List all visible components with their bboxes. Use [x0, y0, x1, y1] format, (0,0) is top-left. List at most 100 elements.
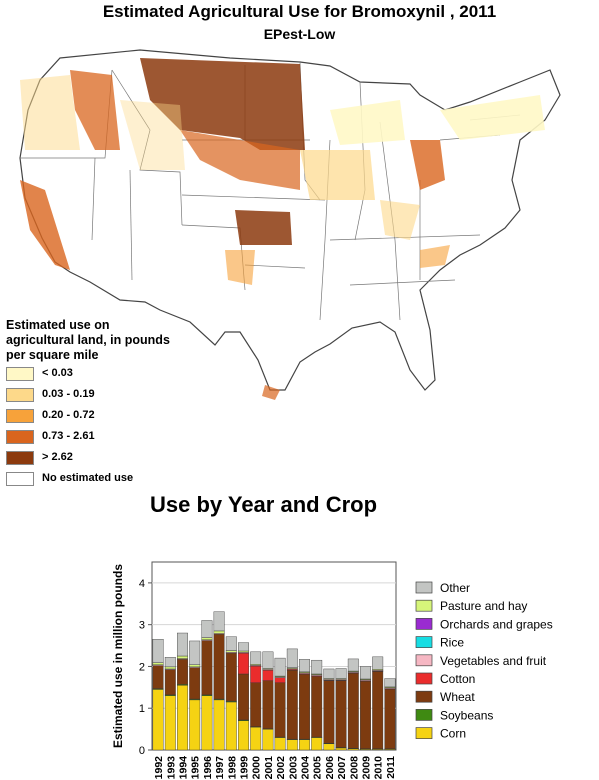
- bar-segment: [189, 667, 201, 700]
- bar-segment: [238, 652, 249, 675]
- bar-segment: [152, 665, 164, 689]
- x-tick-label: 1997: [214, 756, 226, 780]
- bar-segment: [164, 695, 176, 751]
- bar-segment: [250, 682, 262, 727]
- legend-label: Vegetables and fruit: [440, 654, 547, 668]
- bar-segment: [311, 737, 323, 751]
- legend-label: Pasture and hay: [440, 599, 527, 613]
- bar-segment: [262, 670, 274, 681]
- x-tick-label: 1994: [178, 756, 190, 780]
- use-density-regions: [20, 58, 545, 400]
- x-tick-label: 2007: [336, 756, 348, 780]
- bar-segment: [347, 658, 359, 672]
- legend-swatch: [415, 727, 433, 739]
- bar-segment: [225, 652, 237, 702]
- legend-label: Soybeans: [440, 708, 493, 722]
- map-subtitle: EPest-Low: [263, 26, 336, 42]
- bar-segment: [384, 688, 396, 749]
- legend-swatch: [415, 690, 433, 703]
- legend-swatch: [415, 636, 433, 648]
- map-legend-swatch: [6, 451, 34, 465]
- bar-segment: [262, 728, 274, 751]
- map-legend-swatch: [6, 409, 34, 423]
- bar-segment: [213, 699, 225, 751]
- chart-title: Use by Year and Crop: [150, 492, 378, 517]
- bar-segment: [347, 672, 359, 749]
- bar-segment: [213, 634, 225, 700]
- legend-swatch: [415, 709, 433, 721]
- map-legend-item: < 0.03: [6, 365, 176, 384]
- y-tick-label: 4: [139, 578, 145, 590]
- bar-segment: [238, 673, 249, 721]
- bar-segment: [152, 639, 164, 663]
- x-tick-label: 2004: [300, 756, 312, 780]
- x-tick-label: 2006: [324, 756, 336, 780]
- bar-segment: [213, 630, 225, 634]
- bar-segment: [250, 651, 262, 665]
- map-legend-item: 0.20 - 0.72: [6, 407, 176, 426]
- y-tick-label: 2: [139, 661, 145, 673]
- x-tick-label: 1992: [153, 756, 165, 780]
- bar-segment: [177, 659, 188, 685]
- us-map: [19, 49, 561, 400]
- map-legend-swatch: [6, 430, 34, 444]
- legend-swatch: [415, 581, 433, 594]
- bar-segment: [311, 659, 323, 675]
- bar-segment: [286, 648, 298, 668]
- bar-segment: [274, 677, 286, 683]
- bar-segment: [299, 659, 310, 673]
- x-tick-label: 2000: [251, 756, 263, 780]
- bar-segment: [323, 743, 335, 751]
- y-axis-label: Estimated use in million pounds: [111, 564, 125, 748]
- map-legend-label: 0.03 - 0.19: [42, 388, 95, 400]
- x-tick-label: 2002: [275, 756, 287, 780]
- map-legend-swatch: [6, 388, 34, 402]
- bar-segment: [286, 739, 298, 751]
- map-legend-label: No estimated use: [42, 472, 134, 484]
- bar-segment: [201, 695, 213, 751]
- bar-segment: [299, 674, 310, 740]
- map-legend-item: No estimated use: [6, 470, 176, 489]
- bar-segment: [262, 651, 274, 669]
- bar-segment: [372, 656, 384, 670]
- x-tick-label: 2009: [361, 756, 373, 780]
- bar-segment: [335, 668, 347, 679]
- map-legend-label: > 2.62: [42, 451, 73, 463]
- bar-segment: [323, 680, 335, 744]
- bar-segment: [201, 620, 213, 638]
- bar-segment: [152, 662, 164, 665]
- map-legend-item: > 2.62: [6, 449, 176, 468]
- bar-segment: [274, 657, 286, 677]
- legend-swatch: [415, 672, 433, 685]
- bar-segment: [299, 739, 310, 751]
- map-title: Estimated Agricultural Use for Bromoxyni…: [102, 2, 497, 21]
- x-tick-label: 2005: [312, 756, 324, 780]
- legend-label: Wheat: [440, 690, 475, 704]
- y-tick-label: 1: [139, 703, 145, 715]
- legend-label: Orchards and grapes: [440, 617, 553, 631]
- legend-swatch: [415, 599, 433, 612]
- y-tick-label: 0: [139, 745, 145, 757]
- x-tick-label: 1996: [202, 756, 214, 780]
- plot-area: [151, 561, 397, 751]
- bar-segment: [164, 657, 176, 668]
- bar-segment: [177, 632, 188, 657]
- legend-swatch: [415, 654, 433, 667]
- bar-segment: [250, 726, 262, 751]
- bar-segment: [225, 650, 237, 653]
- bar-segment: [274, 737, 286, 751]
- bar-segment: [323, 668, 335, 679]
- bar-segment: [274, 682, 286, 738]
- bar-segment: [360, 666, 371, 680]
- legend-swatch: [415, 618, 433, 630]
- map-legend: Estimated use on agricultural land, in p…: [6, 318, 176, 489]
- bar-segment: [164, 666, 176, 670]
- legend-label: Corn: [440, 727, 466, 741]
- x-tick-label: 1993: [165, 756, 177, 780]
- x-tick-label: 2010: [373, 756, 385, 780]
- x-tick-label: 1995: [190, 756, 202, 780]
- bar-segment: [201, 640, 213, 696]
- x-tick-label: 1999: [239, 756, 251, 780]
- map-legend-title: Estimated use on agricultural land, in p…: [6, 318, 170, 362]
- bar-segment: [250, 665, 262, 683]
